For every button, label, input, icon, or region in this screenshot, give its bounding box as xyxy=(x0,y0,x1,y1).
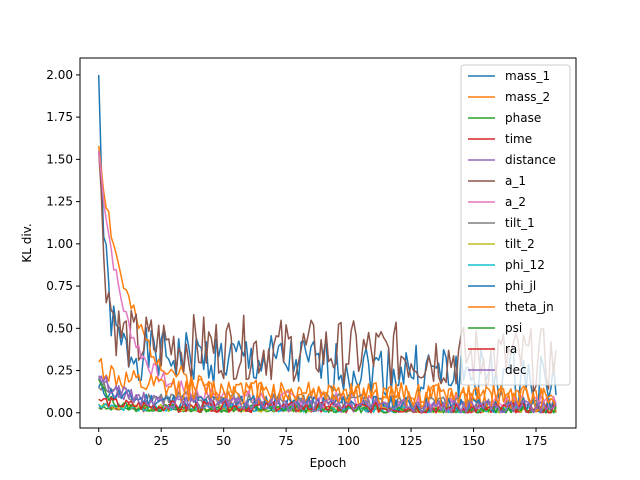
legend-label: phi_12 xyxy=(505,258,545,272)
y-tick-label: 2.00 xyxy=(46,68,73,82)
legend-label: tilt_2 xyxy=(505,237,535,251)
legend-label: psi xyxy=(505,321,522,335)
legend-label: time xyxy=(505,132,532,146)
legend-label: ra xyxy=(505,342,517,356)
legend-label: theta_jn xyxy=(505,300,554,314)
x-tick-label: 175 xyxy=(525,434,548,448)
legend-label: mass_2 xyxy=(505,90,550,104)
x-axis-label: Epoch xyxy=(310,456,347,470)
series-line-theta-jn xyxy=(98,357,557,413)
y-tick-label: 0.50 xyxy=(46,321,73,335)
x-tick-label: 150 xyxy=(462,434,485,448)
legend-label: tilt_1 xyxy=(505,216,535,230)
y-tick-label: 1.25 xyxy=(46,195,73,209)
legend-label: phase xyxy=(505,111,541,125)
series-layer xyxy=(97,74,557,414)
x-tick-label: 25 xyxy=(154,434,169,448)
y-axis-label: KL div. xyxy=(20,223,34,262)
legend-label: mass_1 xyxy=(505,69,550,83)
x-tick-label: 125 xyxy=(400,434,423,448)
y-tick-label: 1.75 xyxy=(46,110,73,124)
x-tick-label: 0 xyxy=(95,434,103,448)
y-tick-label: 1.00 xyxy=(46,237,73,251)
legend-label: a_2 xyxy=(505,195,526,209)
x-tick-label: 100 xyxy=(337,434,360,448)
y-tick-label: 0.75 xyxy=(46,279,73,293)
y-tick-label: 1.50 xyxy=(46,152,73,166)
axes-frame xyxy=(79,57,577,429)
legend-label: dec xyxy=(505,363,527,377)
series-line-dec xyxy=(98,375,557,414)
x-tick-label: 75 xyxy=(279,434,294,448)
x-tick-label: 50 xyxy=(216,434,231,448)
legend-label: a_1 xyxy=(505,174,526,188)
legend-box xyxy=(460,64,571,386)
y-tick-label: 0.00 xyxy=(46,406,73,420)
legend-label: phi_jl xyxy=(505,279,536,293)
ticks-layer: 0 25 50 75 100 125 150 175 0.00 0.25 0.50 0.75 1.00 1… xyxy=(46,68,547,448)
y-tick-label: 0.25 xyxy=(46,364,73,378)
legend-label: distance xyxy=(505,153,556,167)
